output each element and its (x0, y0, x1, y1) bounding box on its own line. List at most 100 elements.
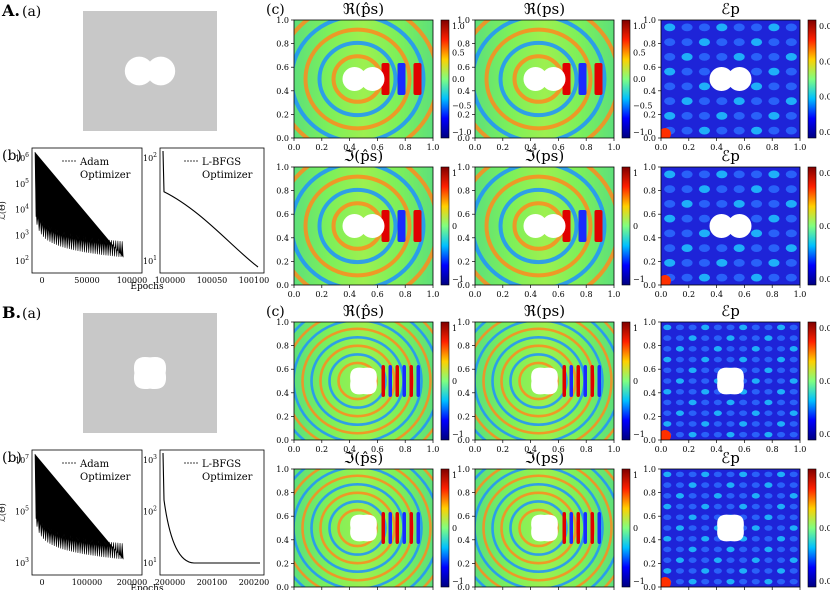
error-blob (789, 493, 798, 499)
x-tick-label: 0.6 (738, 143, 751, 152)
error-blob (777, 388, 786, 395)
error-blob (681, 185, 693, 193)
error-blob (675, 568, 684, 574)
error-blob (698, 244, 710, 252)
error-blob (701, 482, 710, 488)
section-label: B. (2, 303, 21, 322)
wake-band (409, 512, 413, 544)
colorbar-label: 1 (633, 471, 638, 480)
error-blob (664, 23, 676, 32)
error-blob (751, 410, 760, 416)
y-tick-label: 1.0 (643, 465, 656, 474)
x-tick-label: 0.4 (710, 445, 723, 454)
wave-ring (509, 353, 568, 409)
error-blob (713, 471, 722, 478)
field-plot: 0.00.00.20.20.40.40.60.60.80.81.01.0ℜ(ps… (457, 0, 652, 152)
error-blob (688, 535, 697, 542)
error-blob (733, 97, 745, 105)
error-blob (764, 557, 773, 563)
error-blob (688, 335, 697, 341)
y-axis-label: ℒ(Θ) (0, 503, 7, 522)
error-blob (713, 346, 722, 352)
colorbar-label: 0.08 (819, 22, 830, 31)
colorbar-label: −1.0 (452, 128, 471, 137)
error-blob (751, 112, 763, 120)
error-blob (768, 23, 780, 32)
scatterer-hole (717, 514, 744, 542)
colorbar (440, 166, 450, 286)
field-plot: 0.00.0 0.2 0.2 0.4 0.4 0.6 0.6 0.8 0.8 1.0 1.0 ℑ(ps… (457, 147, 645, 299)
y-tick-label: 0.6 (276, 63, 289, 72)
error-blob (785, 200, 797, 208)
error-blob (681, 259, 693, 267)
x-tick-label: 0.0 (288, 143, 301, 152)
scatterer-hole (531, 514, 558, 542)
error-blob (688, 546, 697, 553)
error-blob (716, 53, 728, 61)
error-blob (675, 525, 684, 531)
x-tick-label: 1.0 (427, 290, 440, 299)
error-blob (664, 214, 676, 223)
scatterer-hole (523, 67, 548, 91)
error-blob (663, 557, 672, 563)
error-blob (664, 229, 676, 238)
y-tick-label: 1.0 (457, 465, 470, 474)
error-blob (713, 578, 722, 585)
wave-ring (294, 167, 426, 285)
error-blob (681, 229, 693, 238)
error-blob (739, 482, 748, 488)
legend-label: Optimizer (202, 472, 253, 483)
error-blob (764, 546, 773, 553)
error-blob (739, 410, 748, 416)
error-blob (701, 557, 710, 563)
error-blob (768, 259, 780, 267)
error-blob (777, 431, 786, 438)
error-blob (716, 126, 728, 135)
y-tick-label: 0.2 (643, 559, 656, 568)
error-blob (777, 493, 786, 499)
error-blob (701, 367, 710, 374)
y-tick-label: 102 (143, 152, 157, 163)
error-blob (713, 568, 722, 574)
error-blob (688, 431, 697, 438)
error-blob (764, 421, 773, 427)
x-tick-label: 1.0 (608, 143, 621, 152)
x-tick-label: 200000 (155, 578, 186, 587)
colorbar-label: −1 (633, 577, 645, 586)
error-blob (663, 525, 672, 531)
error-blob (751, 346, 760, 352)
error-blob (789, 388, 798, 395)
error-blob (751, 525, 760, 531)
y-tick-label: 1.0 (457, 163, 470, 172)
wake-band (395, 365, 399, 397)
wake-band (590, 365, 594, 397)
x-tick-label: 0 (39, 276, 44, 285)
error-blob (785, 38, 797, 46)
lbfgs-loss-plot: L-BFGS Optimizer 102 101 100000 100050 100100 (143, 147, 269, 285)
error-blob (764, 525, 773, 531)
error-blob (777, 324, 786, 331)
y-tick-label: 103 (15, 229, 29, 240)
error-blob (664, 67, 676, 76)
error-blob (663, 482, 672, 488)
wake-band (416, 512, 420, 544)
error-blob (688, 410, 697, 416)
wake-band (397, 63, 406, 95)
panel-title: ℜ(p̂s) (343, 302, 384, 320)
wake-band (578, 63, 587, 95)
error-blob (681, 244, 693, 252)
error-blob (789, 525, 798, 531)
error-blob (739, 557, 748, 563)
colorbar-label: 0.04 (819, 377, 830, 386)
scatterer-hole (523, 214, 548, 238)
error-blob (663, 493, 672, 499)
wake-band (594, 210, 603, 242)
error-blob (777, 514, 786, 521)
y-tick-label: 0.0 (457, 134, 470, 143)
legend-label: Adam (79, 157, 110, 168)
y-tick-label: 0.8 (643, 40, 656, 49)
y-tick-label: 0.2 (276, 257, 289, 266)
error-blob (739, 493, 748, 499)
error-blob (675, 482, 684, 488)
scatterer-hole (133, 356, 167, 390)
